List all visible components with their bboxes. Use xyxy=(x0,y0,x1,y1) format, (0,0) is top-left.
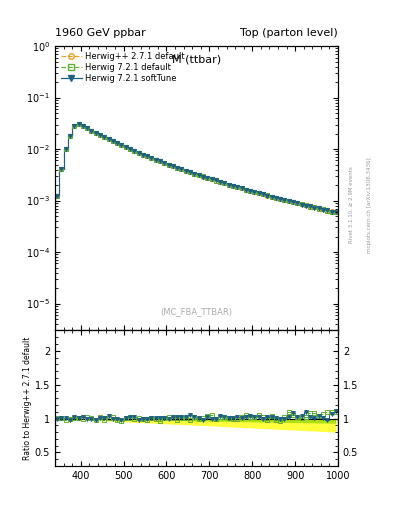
Text: M (ttbar): M (ttbar) xyxy=(172,55,221,65)
Legend: Herwig++ 2.7.1 default, Herwig 7.2.1 default, Herwig 7.2.1 softTune: Herwig++ 2.7.1 default, Herwig 7.2.1 def… xyxy=(59,50,186,85)
Text: Rivet 3.1.10, ≥ 2.9M events: Rivet 3.1.10, ≥ 2.9M events xyxy=(349,166,354,243)
Y-axis label: Ratio to Herwig++ 2.7.1 default: Ratio to Herwig++ 2.7.1 default xyxy=(23,336,32,460)
Text: (MC_FBA_TTBAR): (MC_FBA_TTBAR) xyxy=(160,307,233,316)
Text: Top (parton level): Top (parton level) xyxy=(240,28,338,38)
Text: mcplots.cern.ch [arXiv:1306.3436]: mcplots.cern.ch [arXiv:1306.3436] xyxy=(367,157,372,252)
Text: 1960 GeV ppbar: 1960 GeV ppbar xyxy=(55,28,146,38)
